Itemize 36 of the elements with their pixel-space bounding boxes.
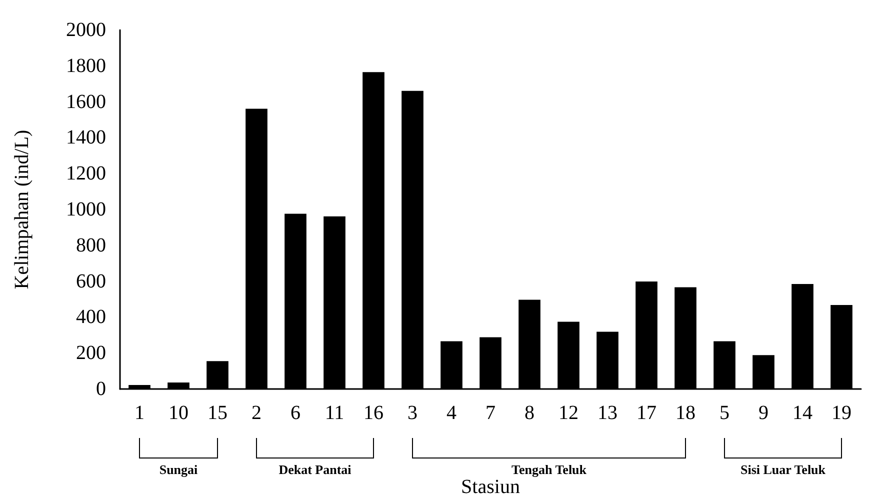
y-tick-label: 800	[76, 234, 106, 256]
x-tick-label: 17	[636, 402, 656, 424]
x-tick-label: 19	[832, 402, 852, 424]
y-tick-label: 1800	[66, 54, 106, 77]
x-tick-label: 13	[598, 402, 618, 424]
x-tick-label: 1	[134, 402, 144, 424]
x-tick-label: 12	[558, 402, 578, 424]
x-axis-title: Stasiun	[461, 476, 520, 498]
y-tick-label: 600	[76, 270, 106, 292]
x-tick-label: 6	[290, 402, 300, 424]
x-tick-label: 16	[364, 402, 384, 424]
text: Sungai	[159, 462, 198, 478]
text: Tengah Teluk	[511, 462, 587, 478]
x-tick-label: 3	[408, 402, 418, 424]
x-tick-label: 11	[324, 402, 344, 424]
y-tick-label: 2000	[66, 19, 106, 41]
text: Sisi Luar Teluk	[740, 462, 826, 478]
y-axis-title: Kelimpahan (ind/L)	[11, 130, 33, 290]
y-tick-label: 1400	[66, 126, 106, 149]
x-tick-label: 9	[758, 402, 768, 424]
x-tick-label: 8	[524, 402, 534, 424]
x-tick-label: 14	[792, 402, 812, 424]
x-tick-label: 2	[252, 402, 262, 424]
y-tick-label: 1000	[66, 198, 106, 220]
text: Dekat Pantai	[278, 462, 352, 478]
x-tick-label: 4	[446, 402, 456, 424]
y-tick-label: 200	[76, 342, 106, 364]
x-tick-label: 10	[168, 402, 188, 424]
x-tick-label: 7	[486, 402, 496, 424]
x-tick-label: 15	[208, 402, 228, 424]
x-tick-label: 5	[720, 402, 730, 424]
y-tick-label: 1600	[66, 90, 106, 113]
x-tick-label: 18	[676, 402, 696, 424]
y-tick-label: 1200	[66, 162, 106, 185]
y-tick-label: 400	[76, 306, 106, 328]
y-tick-label: 0	[96, 378, 106, 400]
